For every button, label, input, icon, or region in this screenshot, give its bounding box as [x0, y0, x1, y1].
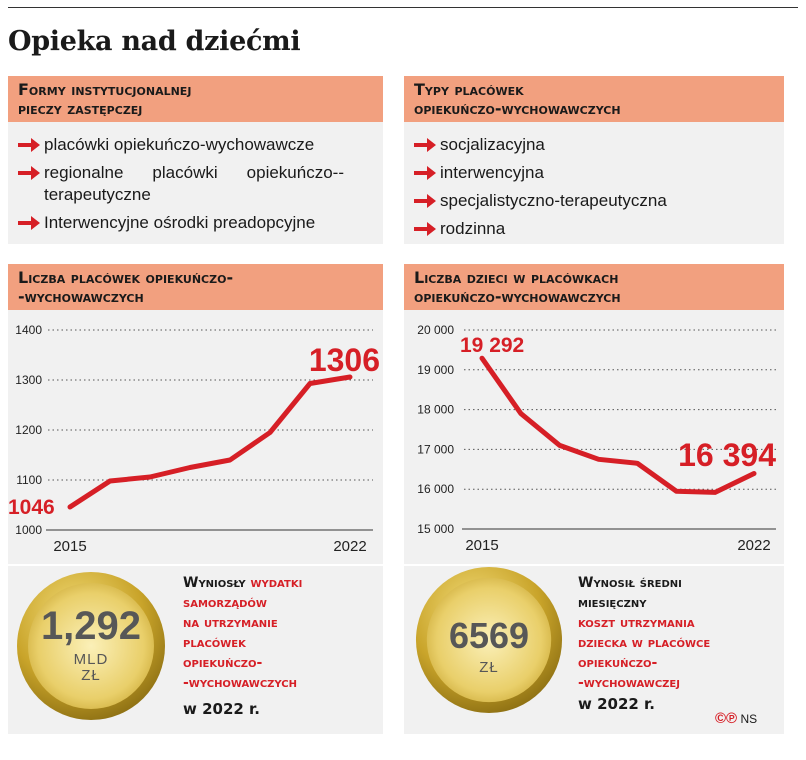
- list-item: Interwencyjne ośrodki preadopcyjne: [18, 212, 373, 234]
- y-tick-label: 1400: [15, 323, 42, 337]
- cost-coin-value: 6569: [448, 615, 530, 656]
- forms-list: placówki opiekuńczo-wychowawcze regional…: [18, 134, 373, 240]
- start-value-label: 1046: [8, 496, 55, 519]
- list-item: placówki opiekuńczo-wychowawcze: [18, 134, 373, 156]
- y-tick-label: 1000: [15, 523, 42, 537]
- start-value-label: 19 292: [460, 334, 524, 357]
- y-tick-label: 1100: [16, 473, 42, 487]
- cost-coin-currency: ZŁ: [479, 659, 499, 676]
- arrow-right-icon: [414, 166, 436, 180]
- cost-description: Wynosił średni miesięczny koszt utrzyman…: [578, 575, 711, 713]
- children-chart-header: Liczba dzieci w placówkach opiekuńczo-wy…: [404, 264, 784, 310]
- children-line-chart: 20 000 19 000 18 000 17 000 16 000 15 000 2015…: [417, 323, 776, 554]
- spending-description: Wyniosły wydatki samorządów na utrzymani…: [183, 575, 303, 718]
- x-tick-label: 2022: [737, 537, 770, 554]
- forms-header: Formy instytucjonalnej pieczy zastępczej: [8, 76, 383, 122]
- list-item: socjalizacyjna: [414, 134, 774, 156]
- arrow-right-icon: [18, 216, 40, 230]
- series-line: [479, 355, 757, 495]
- types-panel: Typy placówek opiekuńczo-wychowawczych s…: [404, 76, 784, 244]
- arrow-right-icon: [414, 138, 436, 152]
- top-rule: [8, 7, 798, 8]
- facilities-chart-panel: Liczba placówek opiekuńczo- -wychowawczy…: [8, 264, 383, 564]
- arrow-right-icon: [18, 138, 40, 152]
- gold-coin-icon: [17, 572, 165, 720]
- y-tick-label: 15 000: [417, 522, 454, 536]
- spending-coin-value: 1,292: [40, 604, 142, 648]
- y-tick-label: 18 000: [417, 403, 454, 417]
- list-item: regionalne placówki opiekuńczo--terapeut…: [18, 162, 373, 206]
- y-tick-label: 20 000: [417, 323, 454, 337]
- end-value-label: 16 394: [678, 437, 776, 473]
- y-tick-label: 1300: [15, 373, 42, 387]
- y-tick-label: 19 000: [417, 363, 454, 377]
- list-item: specjalistyczno-terapeutyczna: [414, 190, 774, 212]
- forms-panel: Formy instytucjonalnej pieczy zastępczej…: [8, 76, 383, 244]
- x-tick-label: 2022: [333, 538, 366, 555]
- credit: ©℗ NS: [715, 710, 757, 727]
- spending-coin-unit: MLD: [73, 651, 109, 668]
- types-header: Typy placówek opiekuńczo-wychowawczych: [404, 76, 784, 122]
- spending-coin-currency: ZŁ: [81, 667, 101, 684]
- author-initials: NS: [740, 712, 758, 726]
- facilities-chart-header: Liczba placówek opiekuńczo- -wychowawczy…: [8, 264, 383, 310]
- arrow-right-icon: [18, 166, 40, 180]
- children-chart-panel: Liczba dzieci w placówkach opiekuńczo-wy…: [404, 264, 784, 564]
- types-list: socjalizacyjna interwencyjna specjalisty…: [414, 134, 774, 246]
- page-title: Opieka nad dziećmi: [8, 26, 301, 57]
- arrow-right-icon: [414, 222, 436, 236]
- y-tick-label: 17 000: [417, 442, 454, 456]
- x-tick-label: 2015: [53, 538, 86, 555]
- list-item: rodzinna: [414, 218, 774, 240]
- end-value-label: 1306: [309, 342, 380, 378]
- gold-coin-icon: [415, 566, 563, 714]
- series-line: [67, 374, 353, 510]
- facilities-line-chart: 1400 1300 1200 1100 1000 2015 2022 1046 1306: [8, 323, 380, 555]
- list-item: interwencyjna: [414, 162, 774, 184]
- y-tick-label: 1200: [15, 423, 42, 437]
- y-tick-label: 16 000: [417, 482, 454, 496]
- x-tick-label: 2015: [465, 537, 498, 554]
- copyright-mark: ©℗: [715, 710, 738, 727]
- arrow-right-icon: [414, 194, 436, 208]
